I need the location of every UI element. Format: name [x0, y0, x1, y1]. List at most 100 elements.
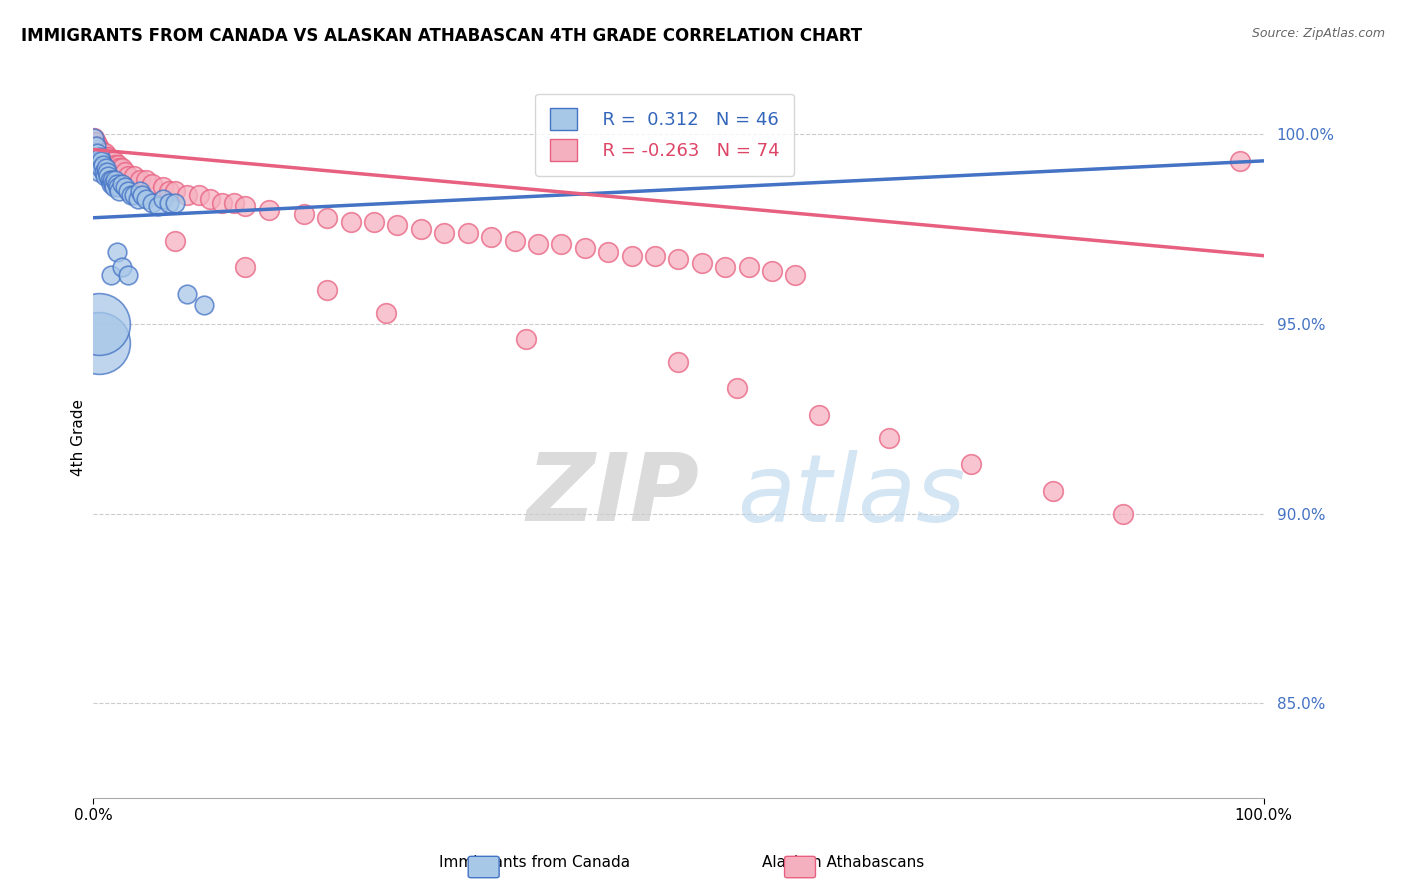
Point	[129, 173, 152, 187]
Point	[97, 150, 120, 164]
Point	[257, 203, 280, 218]
Point	[117, 268, 139, 282]
Point	[87, 335, 110, 350]
Point	[877, 431, 900, 445]
Point	[574, 241, 596, 255]
Point	[86, 138, 108, 153]
Point	[101, 158, 124, 172]
Point	[157, 184, 180, 198]
Point	[620, 249, 643, 263]
Point	[86, 146, 108, 161]
Point	[94, 146, 117, 161]
Point	[89, 143, 111, 157]
Point	[101, 153, 124, 168]
Point	[94, 150, 117, 164]
Point	[785, 268, 807, 282]
Point	[101, 177, 124, 191]
Point	[292, 207, 315, 221]
Point	[141, 195, 163, 210]
Legend:   R =  0.312   N = 46,   R = -0.263   N = 74: R = 0.312 N = 46, R = -0.263 N = 74	[536, 94, 794, 176]
Point	[114, 180, 136, 194]
Point	[122, 169, 145, 183]
Point	[527, 237, 550, 252]
Point	[97, 169, 120, 183]
Point	[960, 458, 983, 472]
Point	[1112, 507, 1135, 521]
Point	[131, 188, 153, 202]
Point	[339, 214, 361, 228]
Point	[104, 173, 127, 187]
Point	[98, 153, 121, 168]
Point	[761, 264, 783, 278]
Point	[157, 195, 180, 210]
Point	[83, 131, 105, 145]
Point	[90, 146, 112, 161]
Point	[91, 158, 114, 172]
Point	[93, 165, 115, 179]
Point	[105, 177, 128, 191]
Point	[91, 146, 114, 161]
Point	[94, 161, 117, 176]
Text: atlas: atlas	[737, 450, 965, 541]
Point	[114, 165, 136, 179]
Point	[233, 260, 256, 274]
Text: ZIP: ZIP	[526, 450, 699, 541]
Point	[515, 332, 537, 346]
Point	[433, 226, 456, 240]
Point	[105, 161, 128, 176]
Point	[211, 195, 233, 210]
Point	[187, 188, 209, 202]
Point	[457, 226, 479, 240]
Point	[120, 188, 142, 202]
Point	[96, 165, 118, 179]
Point	[100, 153, 122, 168]
Point	[135, 173, 157, 187]
Point	[387, 219, 409, 233]
Point	[108, 184, 131, 198]
Point	[550, 237, 572, 252]
Point	[101, 173, 124, 187]
Text: Alaskan Athabascans: Alaskan Athabascans	[762, 855, 925, 870]
Point	[644, 249, 666, 263]
Point	[96, 153, 118, 168]
Point	[83, 131, 105, 145]
Point	[87, 317, 110, 331]
Point	[152, 192, 174, 206]
Point	[165, 234, 187, 248]
Point	[93, 150, 115, 164]
Point	[737, 260, 759, 274]
Point	[104, 158, 127, 172]
Point	[193, 298, 215, 312]
Point	[714, 260, 737, 274]
Point	[141, 177, 163, 191]
Point	[316, 211, 339, 225]
Point	[84, 138, 107, 153]
Point	[165, 184, 187, 198]
Text: Immigrants from Canada: Immigrants from Canada	[439, 855, 630, 870]
Point	[90, 161, 112, 176]
Point	[111, 260, 134, 274]
Text: Source: ZipAtlas.com: Source: ZipAtlas.com	[1251, 27, 1385, 40]
Point	[87, 153, 110, 168]
Point	[105, 244, 128, 259]
Point	[479, 229, 502, 244]
Point	[503, 234, 526, 248]
Point	[107, 180, 129, 194]
Point	[111, 161, 134, 176]
Point	[1042, 483, 1064, 498]
Point	[127, 192, 149, 206]
Point	[87, 158, 110, 172]
Point	[222, 195, 245, 210]
Point	[89, 150, 111, 164]
Point	[409, 222, 432, 236]
Point	[100, 177, 122, 191]
Point	[108, 161, 131, 176]
Point	[666, 252, 689, 267]
Point	[1229, 153, 1251, 168]
Point	[176, 188, 198, 202]
Text: IMMIGRANTS FROM CANADA VS ALASKAN ATHABASCAN 4TH GRADE CORRELATION CHART: IMMIGRANTS FROM CANADA VS ALASKAN ATHABA…	[21, 27, 862, 45]
Point	[84, 135, 107, 149]
Point	[87, 165, 110, 179]
Point	[94, 169, 117, 183]
Point	[165, 195, 187, 210]
